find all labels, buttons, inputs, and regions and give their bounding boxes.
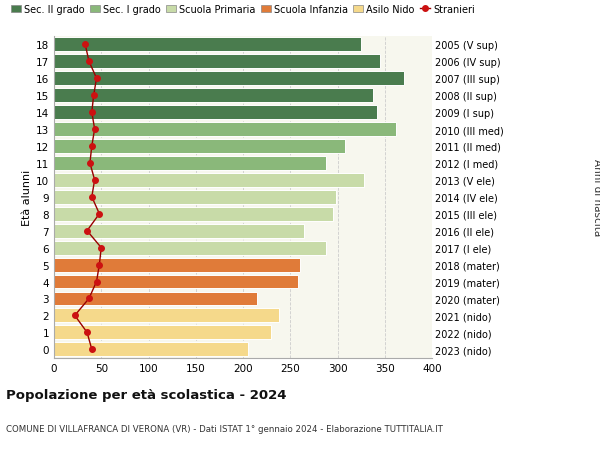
Bar (54, 174, 364, 187)
Bar (54, 326, 271, 340)
Bar (54, 38, 361, 52)
Bar (54, 55, 380, 69)
Bar (54, 106, 377, 120)
Text: COMUNE DI VILLAFRANCA DI VERONA (VR) - Dati ISTAT 1° gennaio 2024 - Elaborazione: COMUNE DI VILLAFRANCA DI VERONA (VR) - D… (6, 425, 443, 434)
Legend: Sec. II grado, Sec. I grado, Scuola Primaria, Scuola Infanzia, Asilo Nido, Stran: Sec. II grado, Sec. I grado, Scuola Prim… (11, 5, 475, 15)
Text: Popolazione per età scolastica - 2024: Popolazione per età scolastica - 2024 (6, 388, 287, 401)
Bar (54, 157, 326, 170)
Text: Anni di nascita: Anni di nascita (592, 159, 600, 236)
Bar (54, 342, 248, 357)
Bar (54, 190, 335, 204)
Bar (54, 207, 333, 221)
Bar (54, 224, 304, 238)
Bar (54, 89, 373, 103)
Bar (54, 258, 300, 272)
Bar (54, 275, 298, 289)
Bar (54, 72, 404, 86)
Bar (54, 241, 326, 255)
Bar (54, 140, 345, 154)
Y-axis label: Età alunni: Età alunni (22, 169, 32, 225)
Bar (54, 292, 257, 306)
Bar (54, 309, 279, 323)
Bar (54, 123, 396, 137)
